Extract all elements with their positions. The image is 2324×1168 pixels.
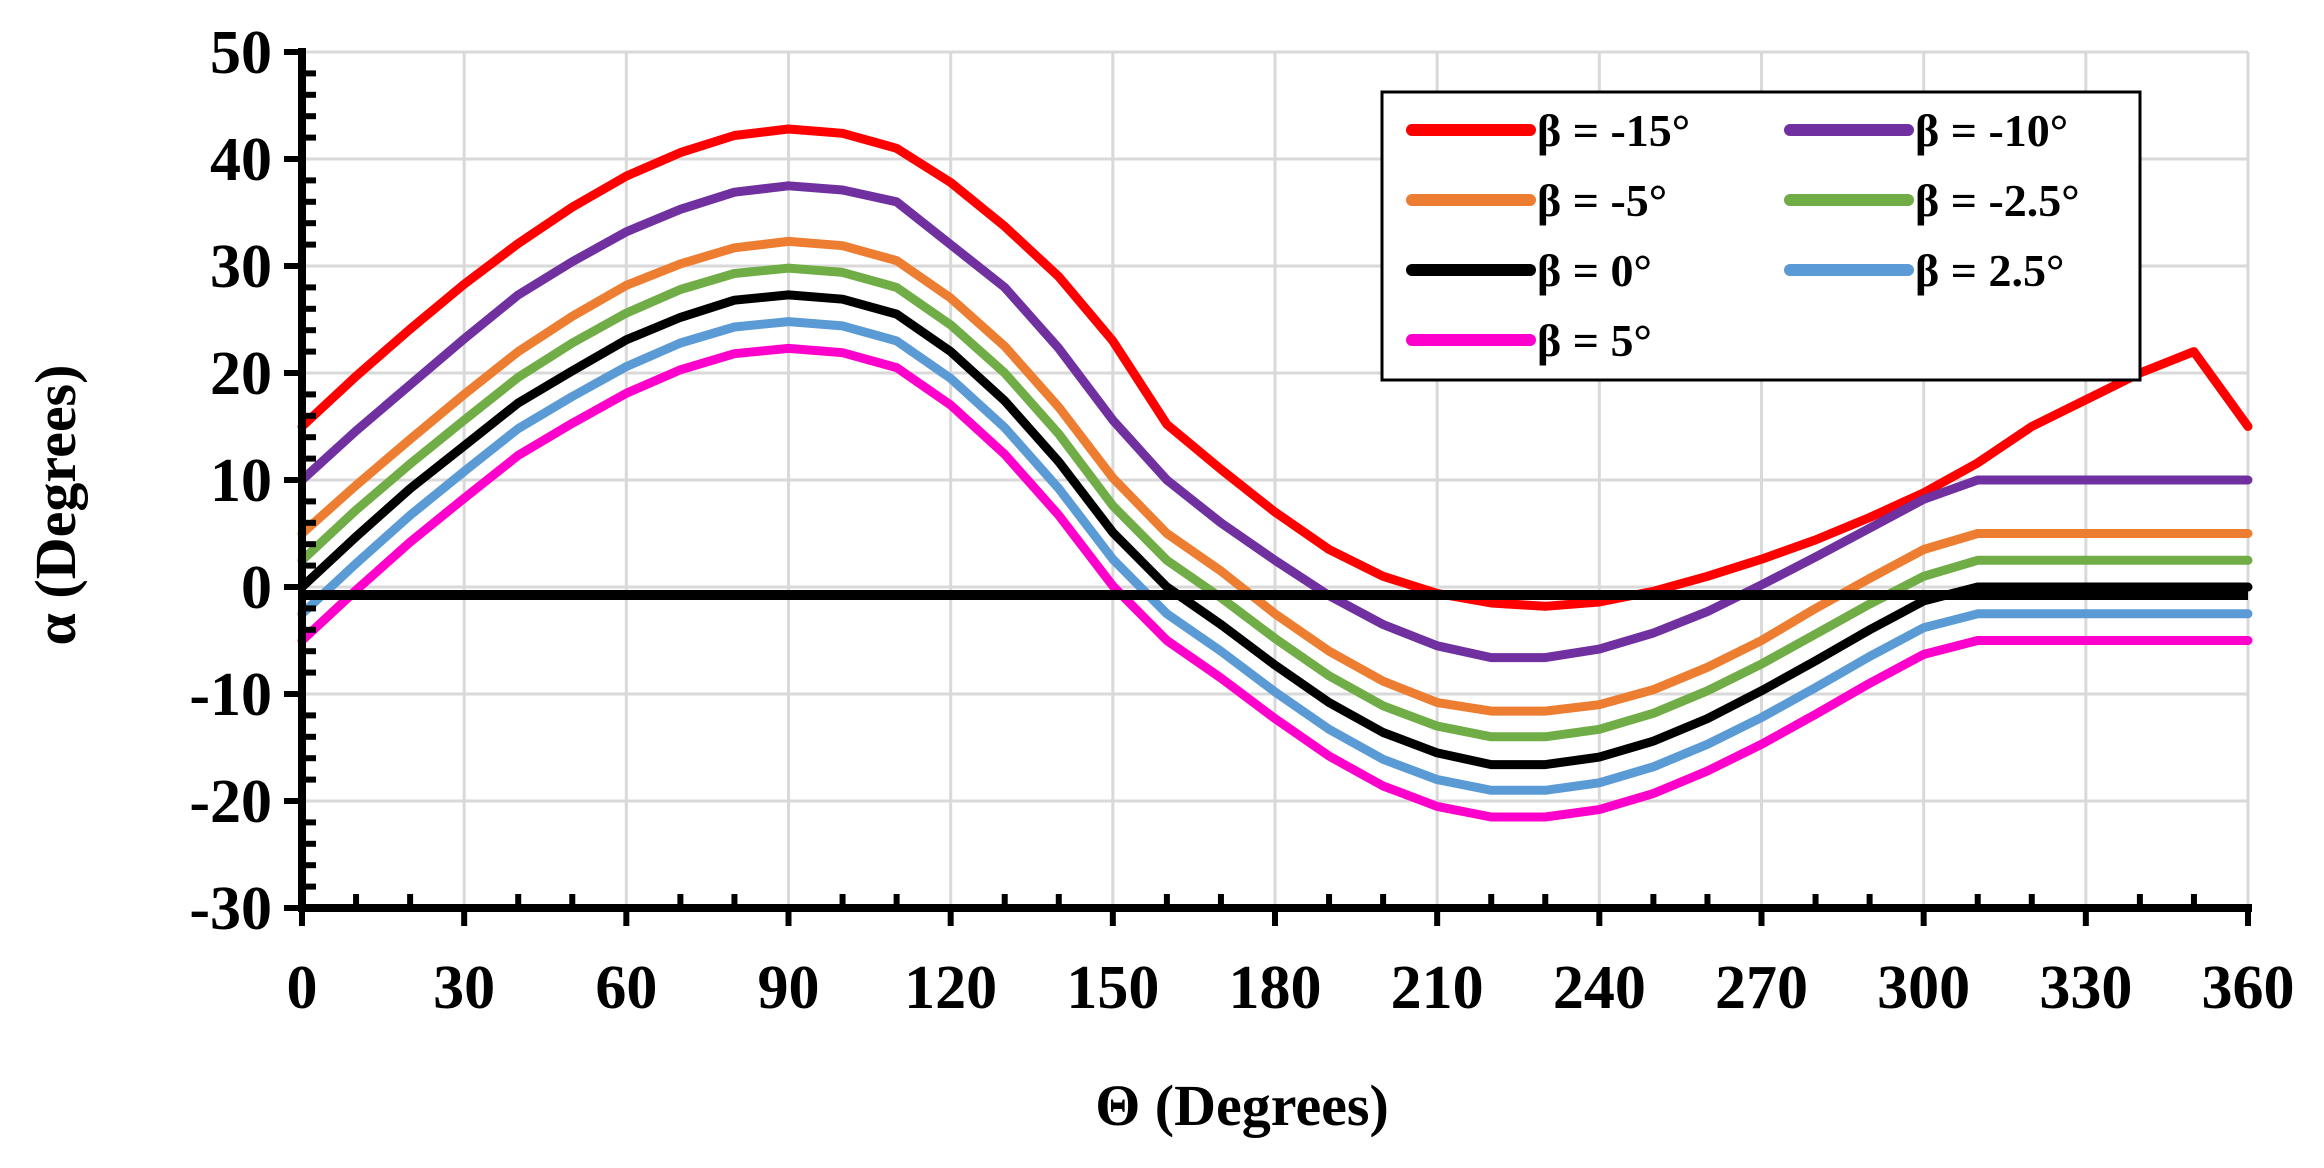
legend-label: β = -2.5° xyxy=(1915,175,2080,226)
y-tick-label: -20 xyxy=(189,768,272,836)
legend-box xyxy=(1380,90,2142,382)
x-tick-label: 0 xyxy=(287,954,318,1022)
legend-label: β = -15° xyxy=(1537,105,1690,156)
x-tick-label: 180 xyxy=(1229,954,1322,1022)
y-tick-label: 10 xyxy=(210,447,272,515)
series-group xyxy=(297,124,2253,822)
y-tick-label: 50 xyxy=(210,19,272,87)
y-tick-label: 30 xyxy=(210,233,272,301)
y-tick-label: 40 xyxy=(210,126,272,194)
x-tick-label: 270 xyxy=(1715,954,1808,1022)
legend-label: β = 2.5° xyxy=(1915,245,2064,296)
y-tick-label: -30 xyxy=(189,875,272,943)
x-tick-label: 150 xyxy=(1066,954,1159,1022)
x-tick-label: 360 xyxy=(2202,954,2295,1022)
legend-label: β = -5° xyxy=(1537,175,1667,226)
legend: β = -15° β = -10° β = -5° β = -2.5° β = 0° β … xyxy=(1380,90,2142,382)
x-tick-label: 210 xyxy=(1391,954,1484,1022)
legend-label: β = -10° xyxy=(1915,105,2068,156)
series-line-6 xyxy=(297,343,2253,822)
series-line-1 xyxy=(297,181,2253,663)
y-tick-label: 20 xyxy=(210,340,272,408)
x-tick-label: 120 xyxy=(904,954,997,1022)
series-line-4 xyxy=(297,290,2253,770)
x-tick-label: 60 xyxy=(595,954,657,1022)
series-line-3 xyxy=(297,263,2253,742)
legend-label: β = 5° xyxy=(1537,315,1652,366)
y-tick-label: -10 xyxy=(189,661,272,729)
series-line-5 xyxy=(297,317,2253,795)
series-line-2 xyxy=(297,236,2253,716)
ticks: -30 -20 -10 0 10 20 30 40 50 0 30 60 90 120 150 180 210 2… xyxy=(189,19,2294,1022)
x-tick-label: 300 xyxy=(1877,954,1970,1022)
x-tick-label: 330 xyxy=(2039,954,2132,1022)
x-tick-label: 90 xyxy=(758,954,820,1022)
y-tick-label: 0 xyxy=(241,554,272,622)
legend-label: β = 0° xyxy=(1537,245,1652,296)
x-tick-label: 30 xyxy=(433,954,495,1022)
x-axis-title: Θ (Degrees) xyxy=(1095,1073,1389,1138)
y-axis-title: α (Degrees) xyxy=(23,365,88,646)
series-line-0 xyxy=(297,124,2253,611)
x-tick-label: 240 xyxy=(1553,954,1646,1022)
